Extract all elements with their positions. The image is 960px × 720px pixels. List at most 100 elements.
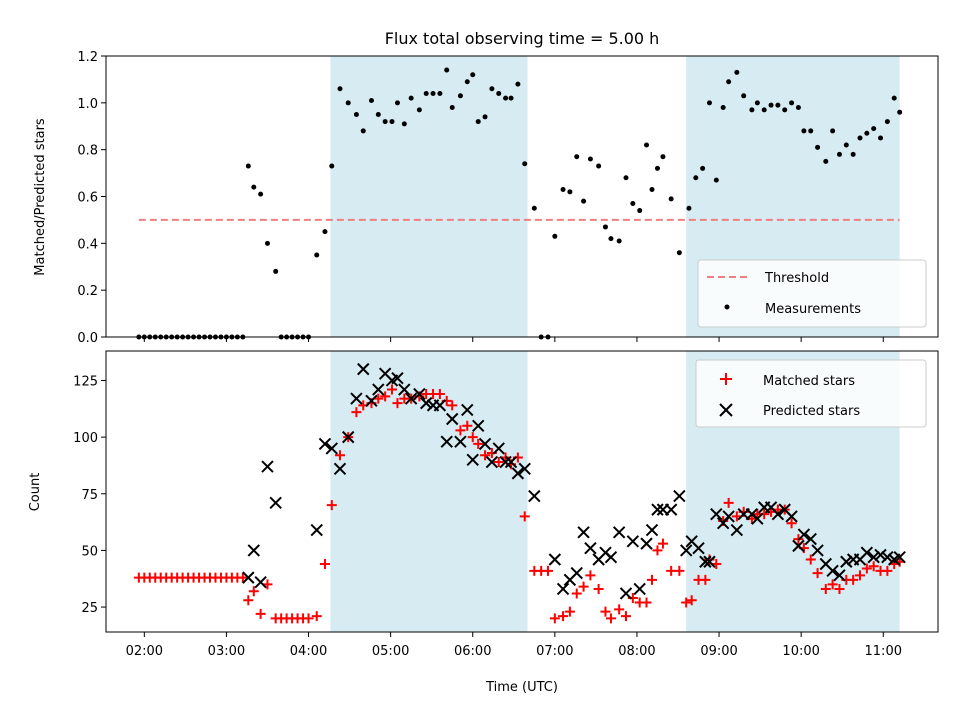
measurement-point [382,119,388,125]
matched-stars-point [387,384,397,395]
measurement-point [567,189,573,195]
matched-stars-point [834,583,845,594]
measurement-point [389,119,395,125]
matched-stars-point [805,554,816,565]
measurement-point [587,156,593,162]
count-y-tick-label: 25 [81,601,98,616]
predicted-stars-point [333,462,347,476]
measurement-point [668,196,674,202]
predicted-stars-point [485,455,499,469]
predicted-stars-point [651,503,664,516]
predicted-stars-point [413,387,426,401]
x-tick-label: 07:00 [536,644,573,659]
predicted-stars-point [528,489,541,503]
predicted-stars-point [633,582,646,596]
predicted-stars-point [785,510,798,523]
predicted-stars-point [645,523,659,537]
measurement-point [706,100,712,106]
predicted-stars-point [692,541,705,555]
matched-stars-legend-swatch [720,373,732,385]
matched-stars-point [447,400,458,411]
predicted-stars-point [626,535,640,548]
matched-stars-point [621,611,631,622]
measurement-point [322,229,328,235]
x-tick-label: 02:00 [126,644,163,659]
predicted-stars-legend-swatch [719,403,733,417]
measurement-point [522,161,528,167]
matched-stars-point [641,597,652,608]
matched-stars-point [543,565,553,576]
predicted-stars-point [792,539,805,553]
measurement-point [801,128,807,134]
predicted-stars-point [833,569,846,582]
matched-stars-point [434,389,445,400]
predicted-stars-point [673,489,686,503]
matched-stars-point [723,497,734,508]
ratio-y-tick-label: 0.4 [77,237,98,252]
matched-stars-point [820,583,831,594]
matched-stars-point [585,570,596,581]
matched-stars-point [827,579,838,590]
measurement-point [552,233,558,239]
predicted-stars-point [404,392,418,405]
predicted-stars-point [478,437,492,451]
predicted-stars-point [710,507,723,521]
matched-stars-point [848,574,859,585]
measurement-point [394,100,400,106]
matched-stars-point [700,574,711,585]
measurement-point [574,154,580,160]
measurement-point [258,191,264,197]
measurements-legend-label: Measurements [765,302,861,317]
predicted-stars-point [751,512,764,525]
measurement-point [602,224,608,230]
measurement-point [857,135,863,141]
measurement-point [360,128,366,134]
predicted-stars-point [504,455,518,469]
matched-stars-point [861,563,872,574]
matched-stars-point [493,457,504,468]
predicted-stars-point [511,467,525,480]
measurement-point [815,144,821,150]
matched-stars-point [647,574,657,585]
count-y-tick-label: 125 [73,374,98,389]
bottom-y-axis-label: Count [28,473,43,512]
predicted-stars-point [518,462,531,476]
measurement-point [734,69,740,75]
ratio-observing-window-1 [330,56,528,337]
predicted-stars-point [446,412,459,426]
measurement-point [741,93,747,99]
measurement-point [823,158,829,164]
ratio-y-tick-label: 0.2 [77,284,98,299]
predicted-stars-point [261,460,274,473]
predicted-stars-point [730,523,744,537]
matched-stars-point [311,611,322,622]
matched-stars-point [657,538,668,549]
measurement-point [464,79,470,85]
measurement-point [482,114,488,120]
ratio-legend-box [697,259,927,328]
measurement-point [878,135,884,141]
matched-stars-point [600,606,611,617]
predicted-stars-point [357,362,370,376]
measurement-point [836,151,842,157]
predicted-stars-point [391,371,404,385]
matched-stars-point [674,565,685,576]
measurement-point [644,142,650,148]
measurement-point [676,250,682,256]
measurement-point [795,105,801,111]
matched-stars-point [786,518,797,529]
matched-stars-legend-label: Matched stars [763,374,855,389]
matched-stars-point [480,450,491,461]
predicted-stars-legend-label: Predicted stars [763,404,860,419]
measurement-point [503,95,509,101]
measurement-point [623,175,629,181]
measurement-point [884,119,890,125]
ratio-y-tick-label: 0.0 [77,331,98,346]
matched-stars-point [303,613,314,624]
measurement-point [457,93,463,99]
ratio-y-tick-label: 0.8 [77,144,98,159]
measurement-point [337,86,343,92]
x-tick-label: 08:00 [618,644,655,659]
predicted-stars-point [269,496,282,510]
